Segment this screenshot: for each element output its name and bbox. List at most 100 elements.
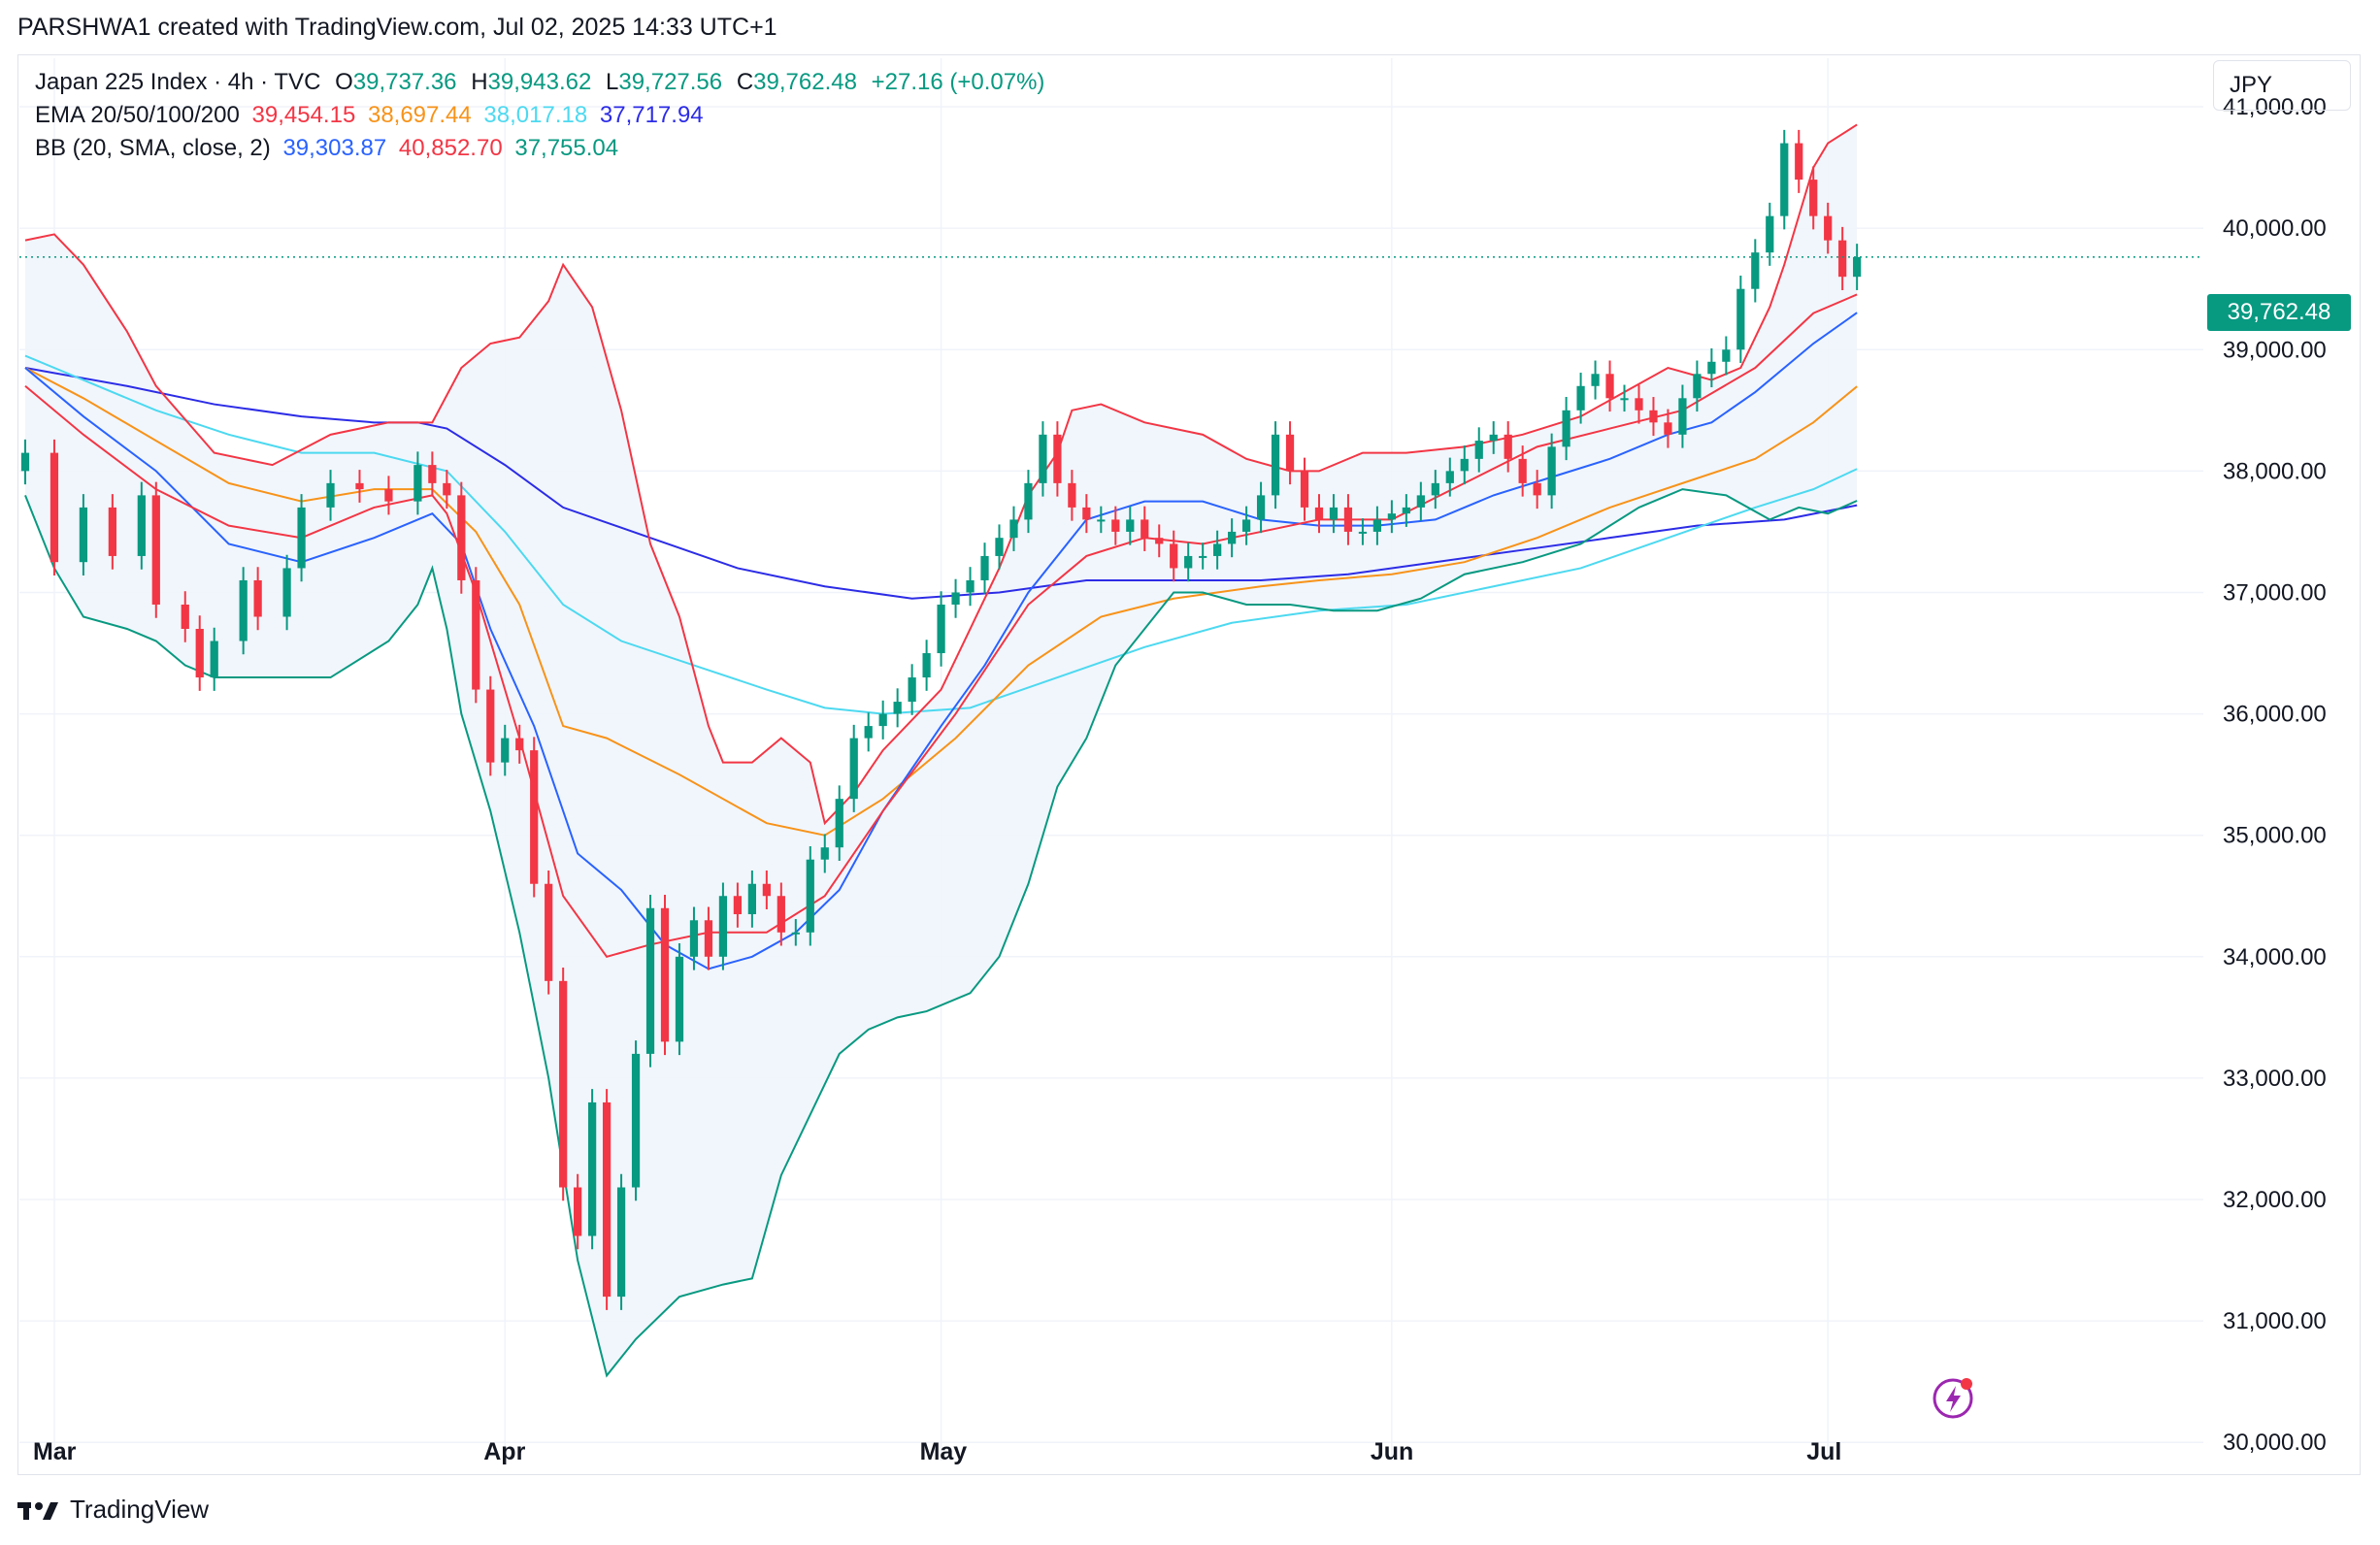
candle-body bbox=[151, 495, 160, 605]
candle-body bbox=[1838, 240, 1847, 278]
candle-body bbox=[718, 896, 728, 957]
x-tick-label: May bbox=[920, 1438, 968, 1465]
candle-body bbox=[1853, 256, 1862, 278]
candle-body bbox=[1460, 458, 1469, 472]
tradingview-logo-icon bbox=[17, 1501, 58, 1520]
candle-body bbox=[1358, 531, 1368, 534]
candle-body bbox=[1213, 543, 1222, 556]
candle-body bbox=[791, 932, 800, 935]
candle-body bbox=[1431, 482, 1439, 496]
legend-ohlc-row[interactable]: Japan 225 Index · 4h · TVC O39,737.36 H3… bbox=[35, 66, 1044, 99]
candle-body bbox=[1009, 519, 1018, 539]
candle-body bbox=[878, 713, 887, 727]
candle-body bbox=[1795, 143, 1803, 181]
y-tick-label: 34,000.00 bbox=[2223, 944, 2327, 970]
ema20-line bbox=[24, 293, 1858, 958]
candle-body bbox=[1562, 410, 1570, 447]
candle-body bbox=[631, 1053, 641, 1188]
candle-body bbox=[501, 738, 510, 763]
candle-body bbox=[1097, 519, 1106, 522]
candle-body bbox=[1533, 482, 1541, 496]
legend: Japan 225 Index · 4h · TVC O39,737.36 H3… bbox=[35, 66, 1044, 165]
candle-body bbox=[1039, 434, 1047, 483]
candle-body bbox=[777, 896, 785, 933]
candle-body bbox=[1256, 495, 1266, 520]
symbol-label[interactable]: Japan 225 Index · 4h · TVC bbox=[35, 69, 321, 95]
legend-bb-row[interactable]: BB (20, SMA, close, 2) 39,303.87 40,852.… bbox=[35, 132, 1044, 165]
candle-body bbox=[79, 507, 88, 563]
candle-body bbox=[282, 568, 291, 617]
legend-ema-row[interactable]: EMA 20/50/100/200 39,454.15 38,697.44 38… bbox=[35, 99, 1044, 132]
attribution-text: PARSHWA1 created with TradingView.com, J… bbox=[17, 14, 777, 41]
y-tick-label: 39,000.00 bbox=[2223, 337, 2327, 363]
candle-body bbox=[995, 538, 1004, 556]
candle-body bbox=[1285, 434, 1295, 472]
candle-body bbox=[1736, 288, 1745, 350]
candle-body bbox=[893, 702, 902, 714]
candle-body bbox=[195, 629, 204, 678]
y-tick-label: 35,000.00 bbox=[2223, 823, 2327, 849]
candle-body bbox=[864, 726, 873, 739]
candle-body bbox=[1504, 434, 1512, 459]
candle-body bbox=[1751, 252, 1760, 289]
candle-body bbox=[545, 883, 553, 981]
candle-body bbox=[472, 579, 480, 690]
close-key: C bbox=[736, 69, 754, 95]
y-tick-label: 36,000.00 bbox=[2223, 702, 2327, 728]
brand-name: TradingView bbox=[70, 1495, 210, 1524]
x-tick-label: Mar bbox=[33, 1438, 77, 1465]
ema20-value: 39,454.15 bbox=[251, 102, 356, 128]
lightning-icon bbox=[1933, 1378, 1973, 1419]
candle-body bbox=[1111, 519, 1120, 532]
chart-frame bbox=[17, 54, 2361, 1475]
lightning-icon-bolt bbox=[1946, 1386, 1961, 1412]
x-tick-label: Jun bbox=[1371, 1438, 1413, 1465]
candle-body bbox=[443, 482, 451, 496]
candle-body bbox=[689, 920, 699, 957]
candle-body bbox=[1518, 458, 1527, 483]
ema100-value: 38,017.18 bbox=[483, 102, 588, 128]
footer-brand[interactable]: TradingView bbox=[17, 1495, 209, 1525]
candle-body bbox=[1372, 519, 1382, 532]
candle-body bbox=[922, 653, 931, 678]
candle-body bbox=[428, 465, 437, 483]
candle-body bbox=[413, 465, 422, 502]
candle-body bbox=[486, 689, 495, 763]
candle-body bbox=[1664, 422, 1672, 435]
candle-body bbox=[1329, 507, 1339, 520]
ema50-line bbox=[24, 367, 1858, 837]
candle-body bbox=[1693, 374, 1702, 399]
candle-body bbox=[137, 495, 146, 556]
candle-body bbox=[210, 641, 218, 678]
candle-body bbox=[1126, 519, 1135, 532]
candle-body bbox=[1576, 385, 1585, 411]
candle-body bbox=[820, 847, 829, 860]
candle-body bbox=[1474, 441, 1483, 459]
candle-body bbox=[1635, 398, 1643, 411]
candle-body bbox=[1241, 519, 1251, 532]
y-tick-label: 40,000.00 bbox=[2223, 215, 2327, 242]
candle-body bbox=[515, 738, 524, 751]
bb-label[interactable]: BB (20, SMA, close, 2) bbox=[35, 135, 271, 161]
candle-body bbox=[733, 896, 743, 915]
candle-body bbox=[1416, 495, 1425, 508]
candle-body bbox=[1678, 398, 1687, 435]
y-tick-label: 33,000.00 bbox=[2223, 1066, 2327, 1092]
candle-body bbox=[1824, 215, 1833, 241]
y-tick-label: 37,000.00 bbox=[2223, 579, 2327, 606]
candles bbox=[20, 129, 1862, 1310]
candle-body bbox=[1707, 361, 1716, 375]
ema200-value: 37,717.94 bbox=[599, 102, 704, 128]
x-tick-label: Apr bbox=[483, 1438, 525, 1465]
candle-body bbox=[326, 482, 335, 508]
currency-button[interactable]: JPY bbox=[2213, 60, 2351, 111]
candle-body bbox=[1053, 434, 1062, 483]
y-tick-label: 31,000.00 bbox=[2223, 1308, 2327, 1334]
candle-body bbox=[1170, 543, 1178, 569]
candle-body bbox=[457, 495, 466, 580]
y-tick-label: 32,000.00 bbox=[2223, 1187, 2327, 1213]
candle-body bbox=[181, 604, 189, 630]
ema-label[interactable]: EMA 20/50/100/200 bbox=[35, 102, 240, 128]
candle-body bbox=[675, 956, 684, 1042]
